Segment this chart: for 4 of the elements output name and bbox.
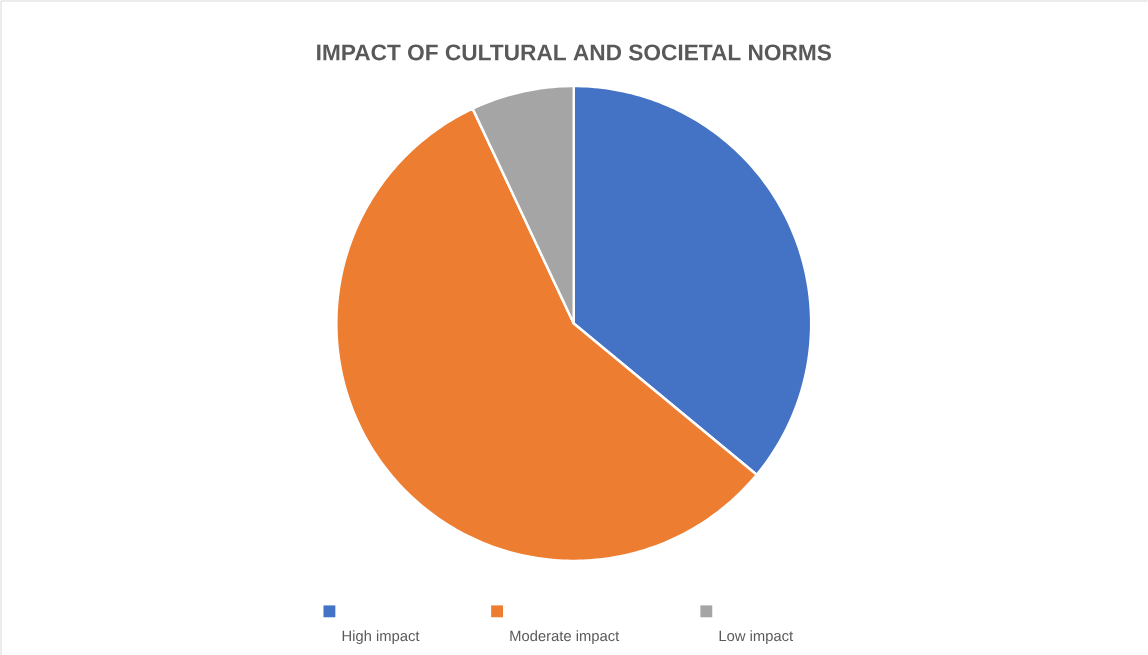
legend-label: Moderate impact [510,630,620,644]
legend-label: High impact [342,630,420,644]
legend-label: Low impact [719,630,794,644]
chart-title: IMPACT OF CULTURAL AND SOCIETAL NORMS [317,44,831,61]
